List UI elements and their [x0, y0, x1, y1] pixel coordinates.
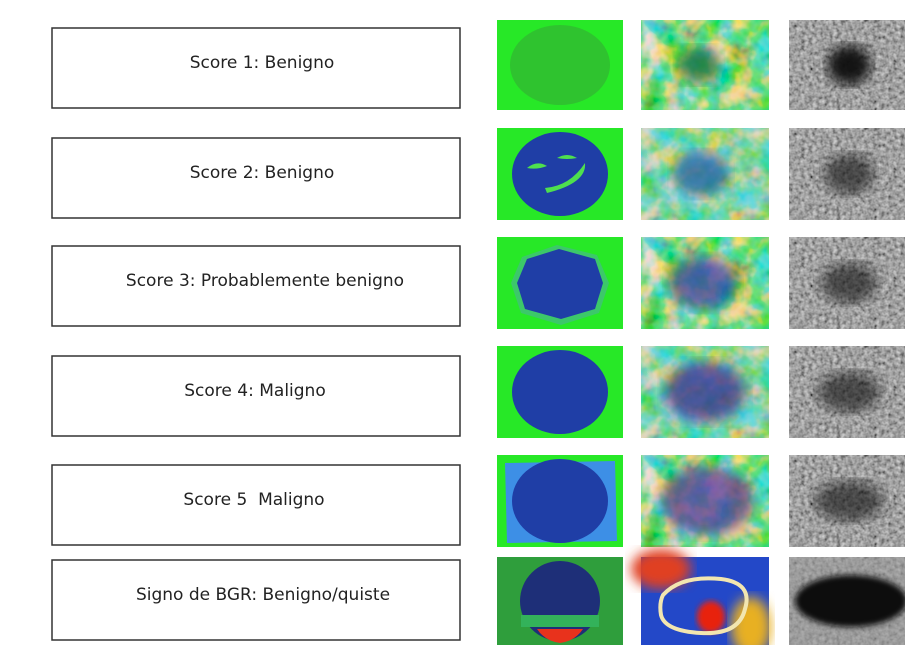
label-box — [51, 355, 461, 437]
elastogram — [641, 20, 769, 110]
schematic — [497, 346, 623, 438]
ultrasound — [789, 237, 905, 329]
schematic — [497, 128, 623, 220]
warm-blob — [631, 549, 691, 589]
lesion — [512, 350, 608, 434]
lesion-area — [669, 257, 737, 309]
lesion-area — [673, 152, 729, 196]
row-label: Score 3: Probablemente benigno — [126, 271, 404, 291]
row-label: Score 5 Maligno — [183, 490, 324, 510]
row-label: Score 4: Maligno — [184, 381, 325, 401]
schematic — [497, 455, 623, 547]
label-box — [51, 27, 461, 109]
row-label: Signo de BGR: Benigno/quiste — [136, 585, 390, 605]
lesion-shadow — [821, 263, 877, 303]
lesion — [512, 132, 608, 216]
cyst — [795, 575, 905, 627]
ultrasound — [789, 20, 905, 110]
elastogram — [641, 346, 769, 438]
elastogram — [641, 237, 769, 329]
red-core — [697, 601, 725, 633]
label-box — [51, 245, 461, 327]
elastogram — [641, 455, 769, 547]
warm-blob — [731, 597, 771, 645]
stripe — [527, 155, 586, 193]
lesion-area — [665, 362, 745, 422]
lesion-area — [661, 467, 753, 535]
row-label: Score 2: Benigno — [190, 163, 335, 183]
outline — [658, 576, 749, 636]
lesion-area — [677, 47, 721, 83]
ultrasound — [789, 557, 905, 645]
red-base — [537, 629, 583, 643]
lesion-shadow — [827, 45, 871, 85]
lesion — [517, 249, 603, 319]
ultrasound — [789, 346, 905, 438]
lesion — [512, 459, 608, 543]
band — [521, 615, 599, 627]
schematic — [497, 557, 623, 645]
ultrasound — [789, 128, 905, 220]
elastogram — [631, 549, 771, 645]
schematic — [497, 20, 623, 110]
lesion-shadow — [815, 481, 883, 521]
lesion-shadow — [824, 154, 874, 194]
row-label: Score 1: Benigno — [190, 53, 335, 73]
label-box — [51, 559, 461, 641]
label-box — [51, 464, 461, 546]
lesion-shadow — [818, 372, 880, 412]
label-box — [51, 137, 461, 219]
schematic — [497, 237, 623, 329]
elastogram — [641, 128, 769, 220]
ultrasound — [789, 455, 905, 547]
lesion — [510, 25, 610, 105]
